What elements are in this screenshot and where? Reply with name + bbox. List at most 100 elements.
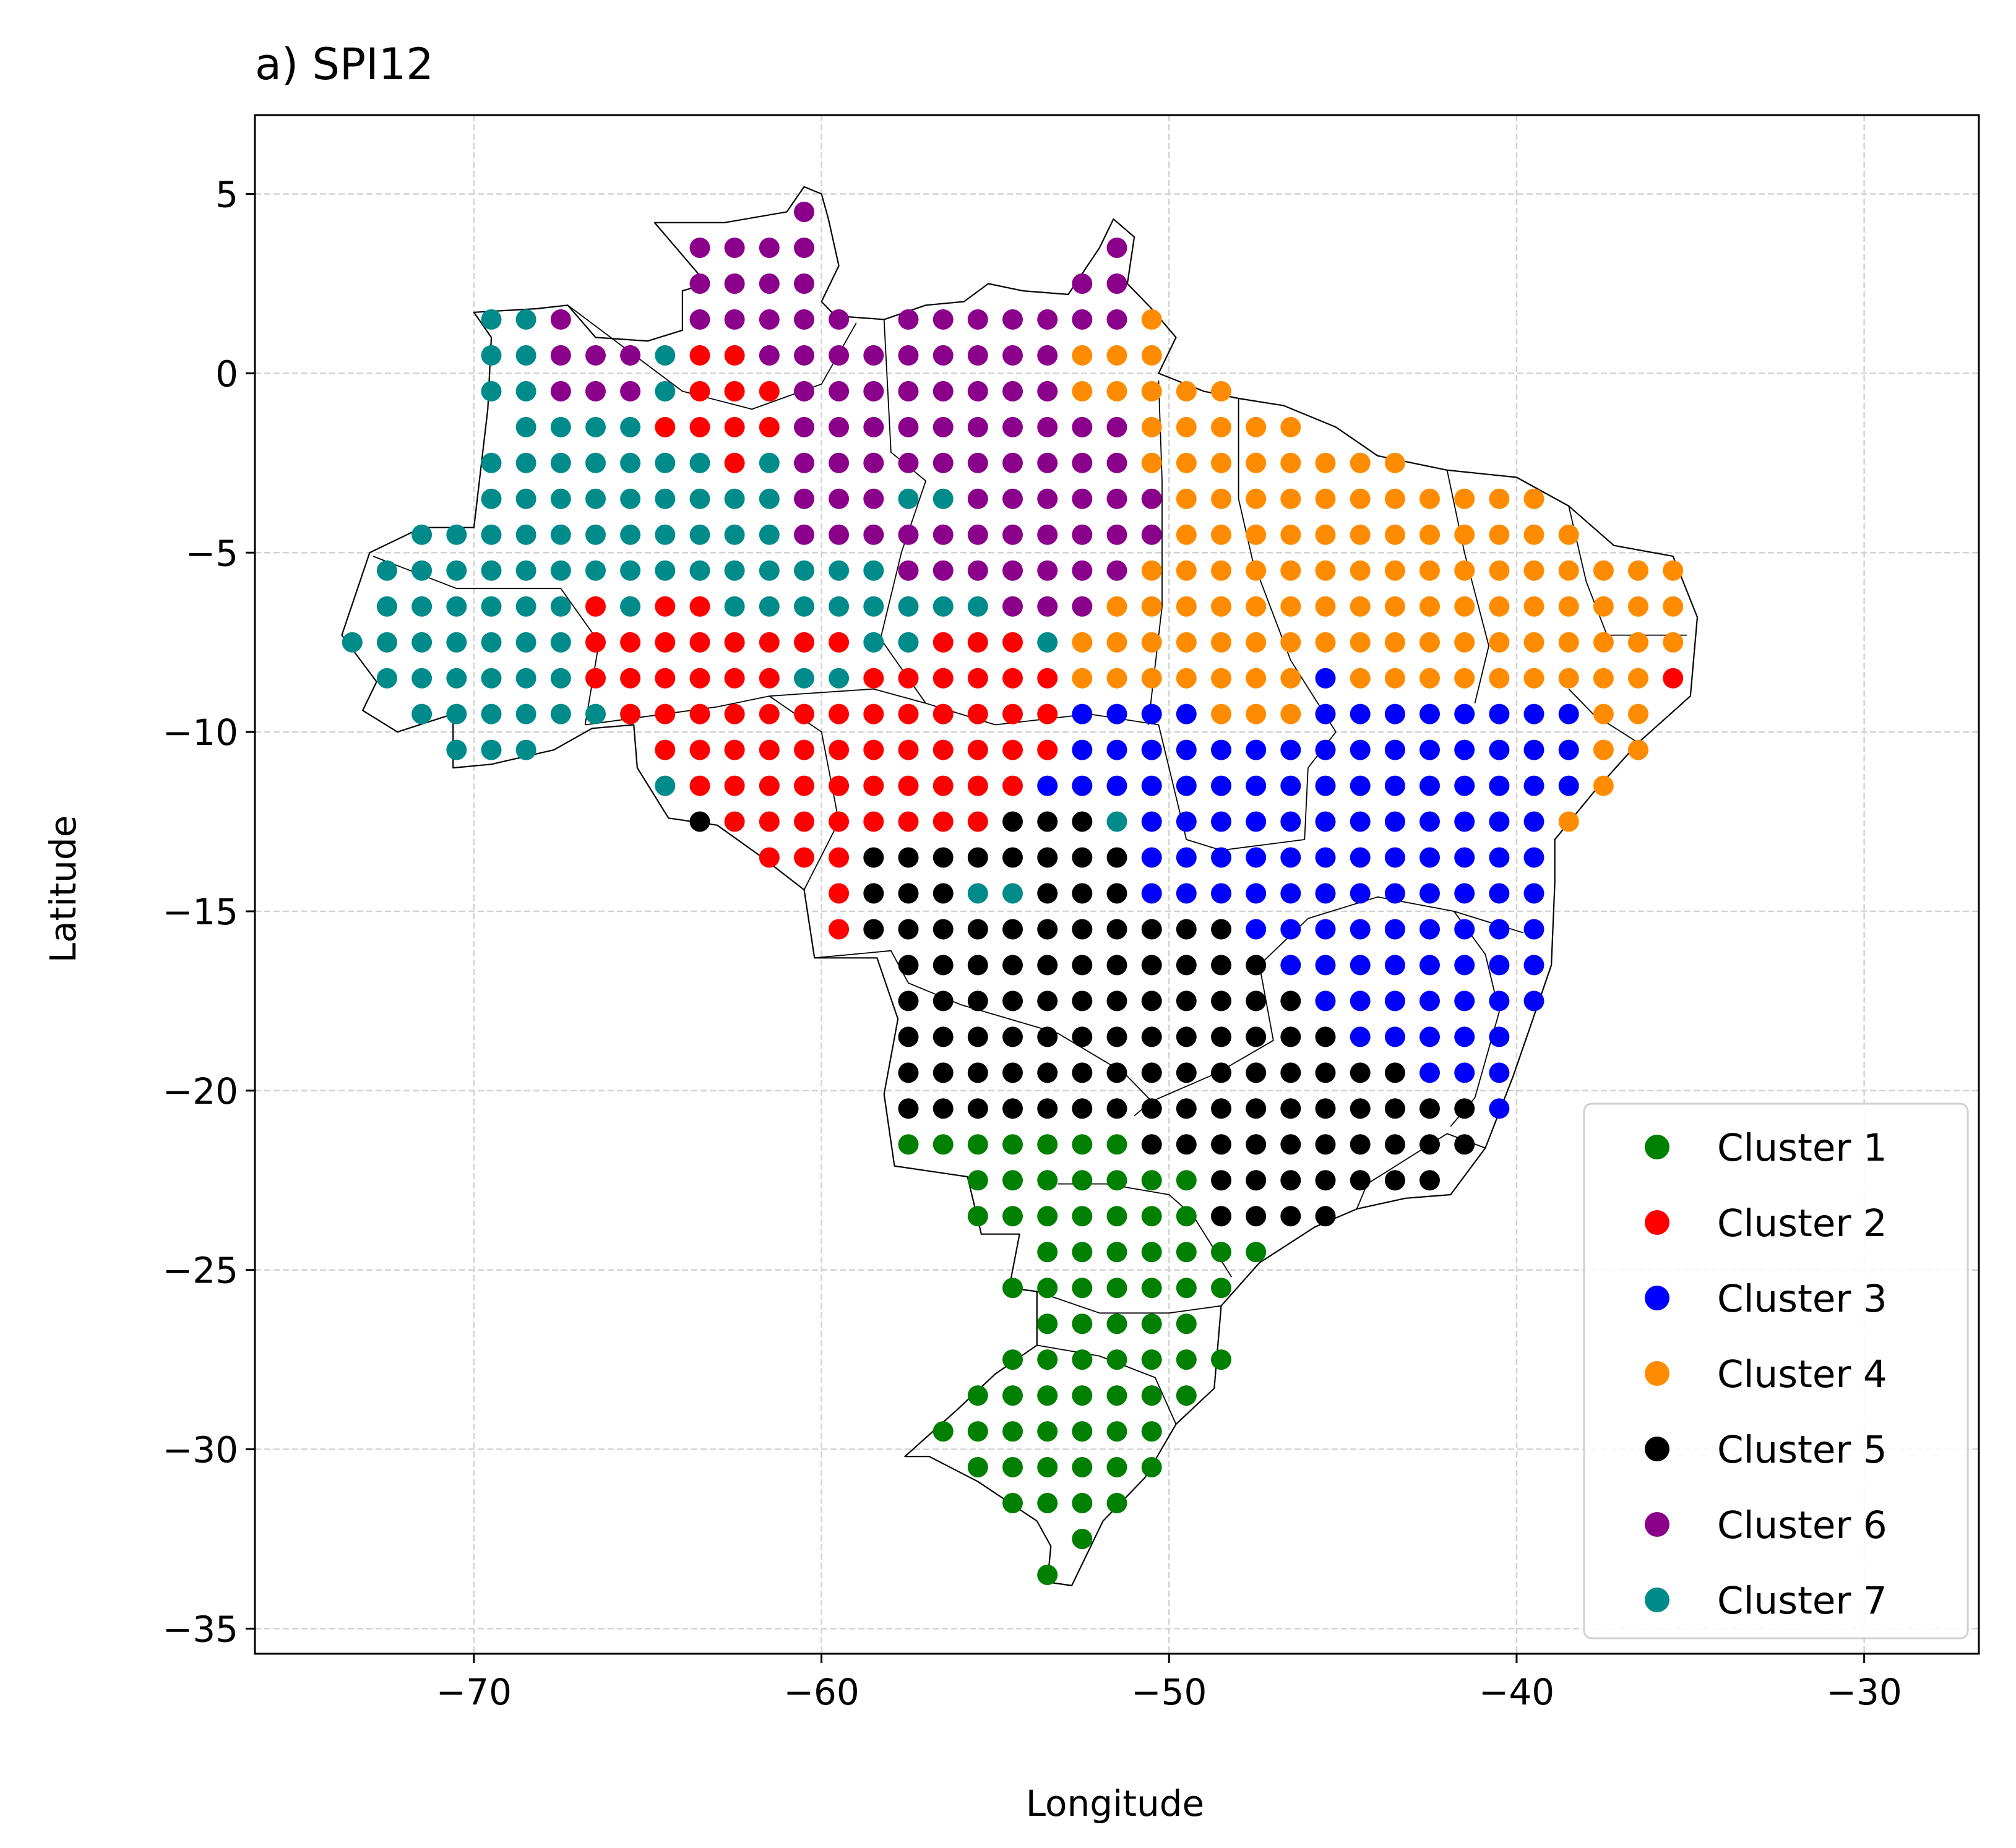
- data-point: [1246, 1242, 1267, 1263]
- data-point: [1072, 452, 1093, 473]
- data-point: [1176, 488, 1197, 509]
- data-point: [1072, 739, 1093, 760]
- data-point: [1384, 1170, 1405, 1191]
- data-point: [376, 560, 397, 581]
- data-point: [1246, 488, 1267, 509]
- data-point: [689, 309, 710, 330]
- data-point: [1384, 632, 1405, 653]
- data-point: [794, 847, 814, 868]
- data-point: [898, 955, 919, 976]
- data-point: [1002, 811, 1023, 832]
- data-point: [1106, 416, 1127, 437]
- data-point: [1141, 668, 1162, 689]
- data-point: [689, 416, 710, 437]
- data-point: [481, 632, 502, 653]
- data-point: [933, 1062, 954, 1083]
- series-5: [689, 811, 1475, 1227]
- data-point: [1628, 596, 1648, 617]
- data-point: [1106, 1421, 1127, 1442]
- data-point: [1246, 560, 1267, 581]
- data-point: [1211, 1278, 1231, 1299]
- data-point: [1002, 632, 1023, 653]
- data-point: [1106, 1242, 1127, 1263]
- data-point: [759, 811, 780, 832]
- data-point: [1037, 847, 1058, 868]
- data-point: [1558, 703, 1579, 724]
- data-point: [689, 524, 710, 545]
- data-point: [1419, 775, 1440, 796]
- legend-label: Cluster 2: [1717, 1201, 1887, 1245]
- data-point: [1315, 991, 1336, 1012]
- data-point: [1384, 452, 1405, 473]
- data-point: [1002, 883, 1023, 904]
- data-point: [898, 668, 919, 689]
- data-point: [585, 668, 606, 689]
- data-point: [1176, 1098, 1197, 1119]
- data-point: [1246, 883, 1267, 904]
- data-point: [759, 739, 780, 760]
- data-point: [724, 488, 745, 509]
- data-point: [1211, 847, 1231, 868]
- data-point: [1663, 668, 1684, 689]
- data-point: [933, 739, 954, 760]
- data-point: [967, 309, 988, 330]
- data-point: [1246, 668, 1267, 689]
- data-point: [829, 596, 850, 617]
- data-point: [1037, 1278, 1058, 1299]
- data-point: [1072, 919, 1093, 940]
- data-point: [1072, 1349, 1093, 1370]
- data-point: [1454, 991, 1475, 1012]
- data-point: [1072, 775, 1093, 796]
- data-point: [1141, 632, 1162, 653]
- data-point: [724, 380, 745, 402]
- data-point: [1141, 345, 1162, 366]
- data-point: [1072, 416, 1093, 437]
- data-point: [1454, 668, 1475, 689]
- data-point: [1141, 560, 1162, 581]
- data-point: [759, 596, 780, 617]
- data-point: [898, 1062, 919, 1083]
- data-point: [724, 416, 745, 437]
- data-point: [1037, 632, 1058, 653]
- data-point: [863, 345, 884, 366]
- data-point: [1628, 632, 1648, 653]
- data-point: [1454, 847, 1475, 868]
- data-point: [1350, 452, 1371, 473]
- data-point: [1002, 1421, 1023, 1442]
- data-point: [898, 919, 919, 940]
- data-point: [1350, 991, 1371, 1012]
- data-point: [1037, 1026, 1058, 1047]
- data-point: [1384, 668, 1405, 689]
- data-point: [1384, 1134, 1405, 1155]
- data-point: [1315, 1062, 1336, 1083]
- data-point: [1384, 883, 1405, 904]
- data-point: [1141, 488, 1162, 509]
- data-point: [1176, 1134, 1197, 1155]
- data-point: [1211, 991, 1231, 1012]
- data-point: [1246, 739, 1267, 760]
- data-point: [1176, 739, 1197, 760]
- data-point: [898, 991, 919, 1012]
- data-point: [829, 919, 850, 940]
- data-point: [620, 668, 641, 689]
- data-point: [342, 632, 363, 653]
- data-point: [794, 739, 814, 760]
- data-point: [1558, 668, 1579, 689]
- data-point: [759, 775, 780, 796]
- data-point: [585, 703, 606, 724]
- data-point: [1280, 883, 1301, 904]
- data-point: [863, 739, 884, 760]
- data-point: [1523, 596, 1544, 617]
- data-point: [1350, 1170, 1371, 1191]
- data-point: [1315, 739, 1336, 760]
- data-point: [585, 524, 606, 545]
- data-point: [550, 416, 571, 437]
- data-point: [1489, 488, 1510, 509]
- data-point: [1141, 1206, 1162, 1227]
- data-point: [967, 560, 988, 581]
- data-point: [1211, 811, 1231, 832]
- data-point: [1523, 668, 1544, 689]
- data-point: [724, 703, 745, 724]
- data-point: [1072, 1170, 1093, 1191]
- data-point: [1315, 560, 1336, 581]
